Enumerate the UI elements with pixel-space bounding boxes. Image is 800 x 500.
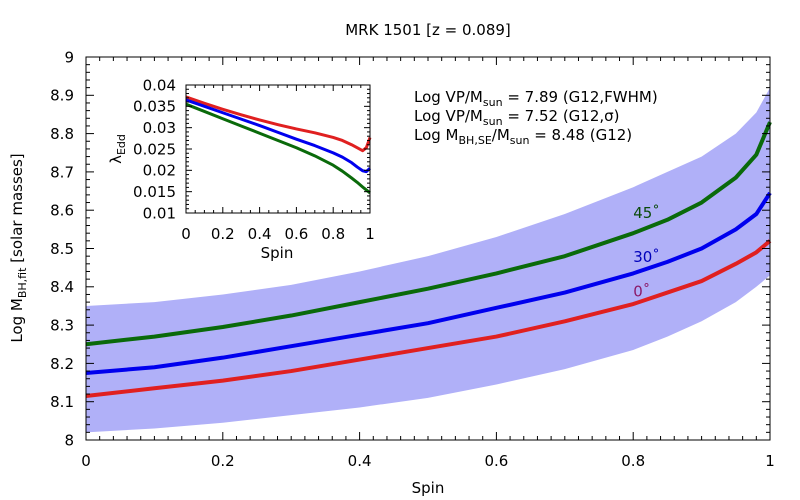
series-label: 0˚ (633, 282, 650, 300)
inset-x-axis-label: Spin (261, 244, 294, 262)
series-lines (85, 121, 772, 398)
x-tick-label: 0.2 (211, 452, 235, 470)
y-axis-ticks: 8 8.1 8.2 8.3 8.4 8.5 8.6 8.7 8.8 8.9 9 (50, 48, 770, 449)
annotation-text: = 7.89 (G12,FWHM) (503, 88, 658, 106)
inset-y-axis-label-main: λ (107, 155, 125, 164)
inset-y-tick-label: 0.035 (133, 98, 176, 116)
main-plot: MRK 1501 [z = 0.089] 0 0.2 0.4 0.6 0.8 1 8 8.1… (8, 21, 775, 497)
annotation-text: sun (510, 134, 530, 147)
y-tick-label: 8.2 (50, 355, 74, 373)
annotation-text: sun (483, 115, 503, 128)
annotation-text: BH,SE (459, 134, 492, 147)
y-tick-label: 8.7 (50, 163, 74, 181)
inset-y-tick-label: 0.03 (143, 119, 176, 137)
series-line (85, 191, 772, 375)
annotation-text: = 8.48 (G12) (529, 126, 632, 144)
series-line (85, 121, 772, 347)
inset-y-axis-ticks: 0.01 0.015 0.02 0.025 0.03 0.035 0.04 (133, 76, 370, 222)
inset-y-tick-label: 0.025 (133, 140, 176, 158)
x-tick-label: 0 (81, 452, 91, 470)
series-label: 45˚ (633, 204, 660, 222)
y-axis-label-units: [solar masses] (8, 153, 26, 267)
inset-series-line (185, 102, 371, 195)
chart-title: MRK 1501 [z = 0.089] (345, 21, 511, 39)
x-tick-label: 1 (765, 452, 775, 470)
inset-y-axis-label-subscript: Edd (115, 134, 128, 155)
annotation-line: Log VP/Msun = 7.89 (G12,FWHM) (414, 88, 658, 109)
inset-y-tick-label: 0.01 (143, 204, 176, 222)
inset-x-tick-label: 0.4 (248, 225, 272, 243)
inset-y-tick-label: 0.015 (133, 183, 176, 201)
x-tick-label: 0.4 (348, 452, 372, 470)
y-tick-label: 8.1 (50, 393, 74, 411)
inset-y-tick-label: 0.02 (143, 162, 176, 180)
uncertainty-band-layer (86, 87, 770, 433)
annotation-text: Log VP/M (414, 107, 483, 125)
inset-x-tick-label: 0.6 (284, 225, 308, 243)
y-tick-label: 8 (64, 431, 74, 449)
y-tick-label: 8.6 (50, 202, 74, 220)
inset-series-line (185, 95, 372, 153)
inset-x-tick-label: 0.8 (321, 225, 345, 243)
annotation-text: Log VP/M (414, 88, 483, 106)
y-tick-label: 8.5 (50, 240, 74, 258)
y-tick-label: 8.9 (50, 87, 74, 105)
annotation-text: sun (483, 96, 503, 109)
inset-y-axis-label: λEdd (107, 134, 128, 164)
inset-x-tick-label: 1 (365, 225, 375, 243)
inset-background (186, 85, 370, 213)
x-tick-label: 0.8 (621, 452, 645, 470)
inset-x-tick-label: 0 (181, 225, 191, 243)
inset-series-lines (185, 95, 372, 195)
annotation-line: Log MBH,SE/Msun = 8.48 (G12) (414, 126, 632, 147)
x-tick-label: 0.6 (484, 452, 508, 470)
inset-y-tick-label: 0.04 (143, 76, 176, 94)
inset-x-tick-label: 0.2 (211, 225, 235, 243)
series-label: 30˚ (633, 248, 660, 266)
series-labels: 45˚ 30˚ 0˚ (633, 204, 660, 301)
annotation-block: Log VP/Msun = 7.89 (G12,FWHM)Log VP/Msun… (414, 88, 658, 147)
y-axis-label: Log MBH,fit [solar masses] (8, 153, 29, 342)
x-axis-ticks: 0 0.2 0.4 0.6 0.8 1 (81, 57, 775, 470)
y-axis-label-subscript: BH,fit (16, 267, 29, 298)
y-tick-label: 8.3 (50, 317, 74, 335)
annotation-line: Log VP/Msun = 7.52 (G12,σ) (414, 107, 620, 128)
inset-plot: 0 0.2 0.4 0.6 0.8 1 0.010.0150.020.0250.030.0… (107, 76, 375, 262)
series-line (85, 239, 772, 398)
uncertainty-band (86, 87, 770, 433)
y-tick-label: 8.4 (50, 278, 74, 296)
x-axis-label: Spin (412, 479, 445, 497)
annotation-text: = 7.52 (G12,σ) (503, 107, 620, 125)
annotation-text: /M (492, 126, 510, 144)
inset-x-axis-ticks: 0 0.2 0.4 0.6 0.8 1 (181, 85, 375, 243)
y-tick-label: 9 (64, 48, 74, 66)
y-axis-label-main: Log M (8, 298, 26, 343)
inset-series-line (185, 98, 372, 174)
y-tick-label: 8.8 (50, 125, 74, 143)
annotation-text: Log M (414, 126, 459, 144)
